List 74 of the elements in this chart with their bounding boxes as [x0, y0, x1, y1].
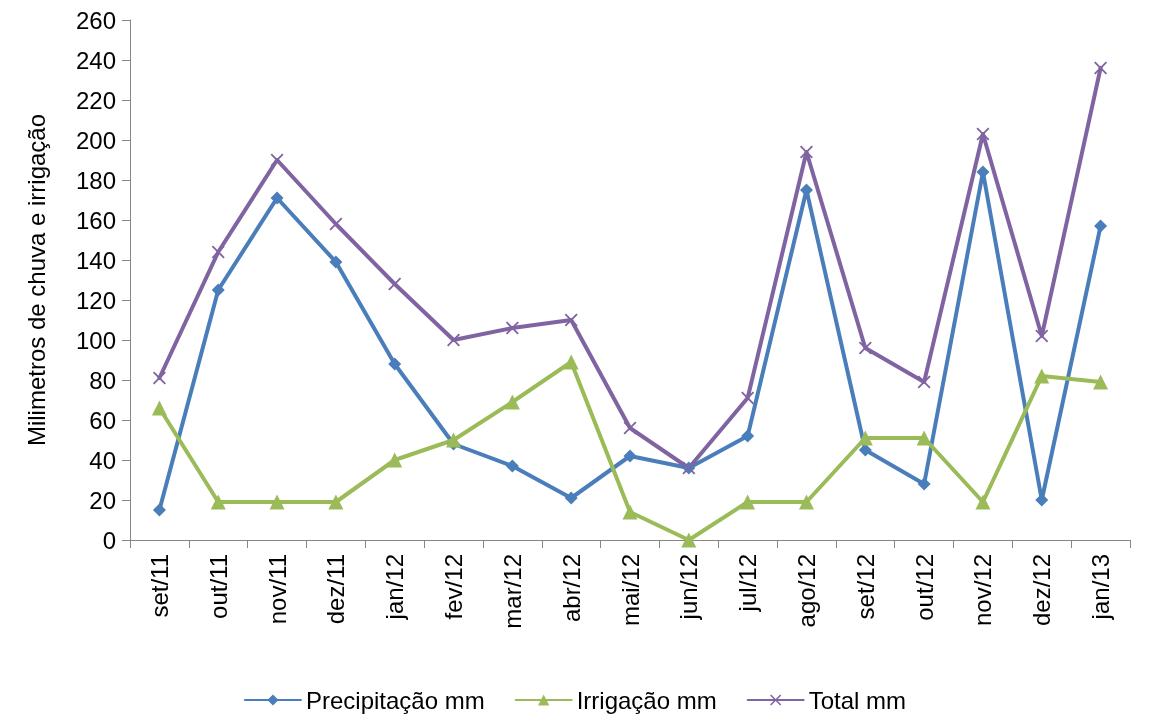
- x-tick-label: nov/12: [969, 554, 997, 627]
- point: [563, 354, 579, 370]
- y-tick-label: 120: [75, 286, 116, 314]
- point: [152, 503, 166, 517]
- x-tick-label: set/12: [851, 554, 879, 620]
- x-tick-label: abr/12: [557, 554, 585, 623]
- point: [270, 191, 284, 205]
- point: [740, 494, 756, 510]
- point: [917, 375, 931, 389]
- y-tick-label: 80: [89, 366, 116, 394]
- point: [975, 494, 991, 510]
- y-tick-label: 240: [75, 46, 116, 74]
- point: [1094, 219, 1108, 233]
- point: [211, 245, 225, 259]
- y-tick-label: 20: [89, 486, 116, 514]
- point: [798, 494, 814, 510]
- point: [210, 494, 226, 510]
- x-tick-label: ago/12: [792, 554, 820, 628]
- point: [446, 432, 462, 448]
- point: [151, 400, 167, 416]
- x-tick-label: out/12: [910, 554, 938, 621]
- y-tick-label: 260: [75, 6, 116, 34]
- point: [916, 430, 932, 446]
- point: [976, 127, 990, 141]
- point: [388, 277, 402, 291]
- x-tick-label: fev/12: [440, 554, 468, 620]
- point: [387, 452, 403, 468]
- x-tick-label: mar/12: [498, 554, 526, 629]
- y-tick-label: 180: [75, 166, 116, 194]
- y-tick-label: 220: [75, 86, 116, 114]
- point: [564, 491, 578, 505]
- y-tick-label: 40: [89, 446, 116, 474]
- point: [269, 494, 285, 510]
- point: [857, 430, 873, 446]
- legend-label: Irrigação mm: [576, 686, 717, 714]
- point: [858, 443, 872, 457]
- point: [504, 394, 520, 410]
- point: [917, 477, 931, 491]
- y-tick-label: 0: [102, 526, 116, 554]
- x-tick-label: jan/12: [381, 554, 409, 621]
- x-tick-label: nov/11: [263, 554, 291, 625]
- point: [741, 429, 755, 443]
- y-axis-title: Milimetros de chuva e irrigação: [22, 113, 50, 447]
- point: [1034, 368, 1050, 384]
- point: [858, 341, 872, 355]
- point: [622, 504, 638, 520]
- x-tick-label: dez/11: [322, 554, 350, 625]
- point: [505, 459, 519, 473]
- point: [328, 494, 344, 510]
- point: [329, 255, 343, 269]
- y-tick-label: 200: [75, 126, 116, 154]
- point: [623, 421, 637, 435]
- point: [329, 217, 343, 231]
- point: [270, 153, 284, 167]
- point: [1035, 329, 1049, 343]
- x-tick-label: jun/12: [675, 554, 703, 621]
- x-tick-label: set/11: [145, 554, 173, 618]
- y-tick-label: 60: [89, 406, 116, 434]
- point: [564, 313, 578, 327]
- x-tick-label: jul/12: [734, 554, 762, 613]
- point: [1093, 374, 1109, 390]
- point: [388, 357, 402, 371]
- x-tick-label: mai/12: [616, 554, 644, 627]
- legend-label: Precipitação mm: [305, 686, 485, 714]
- y-tick-label: 140: [75, 246, 116, 274]
- point: [681, 532, 697, 548]
- point: [211, 283, 225, 297]
- legend-label: Total mm: [808, 686, 907, 714]
- point: [623, 449, 637, 463]
- x-tick-label: dez/12: [1028, 554, 1056, 627]
- x-tick-label: out/11: [204, 554, 232, 619]
- y-tick-label: 100: [75, 326, 116, 354]
- x-tick-label: jan/13: [1087, 554, 1115, 621]
- y-tick-label: 160: [75, 206, 116, 234]
